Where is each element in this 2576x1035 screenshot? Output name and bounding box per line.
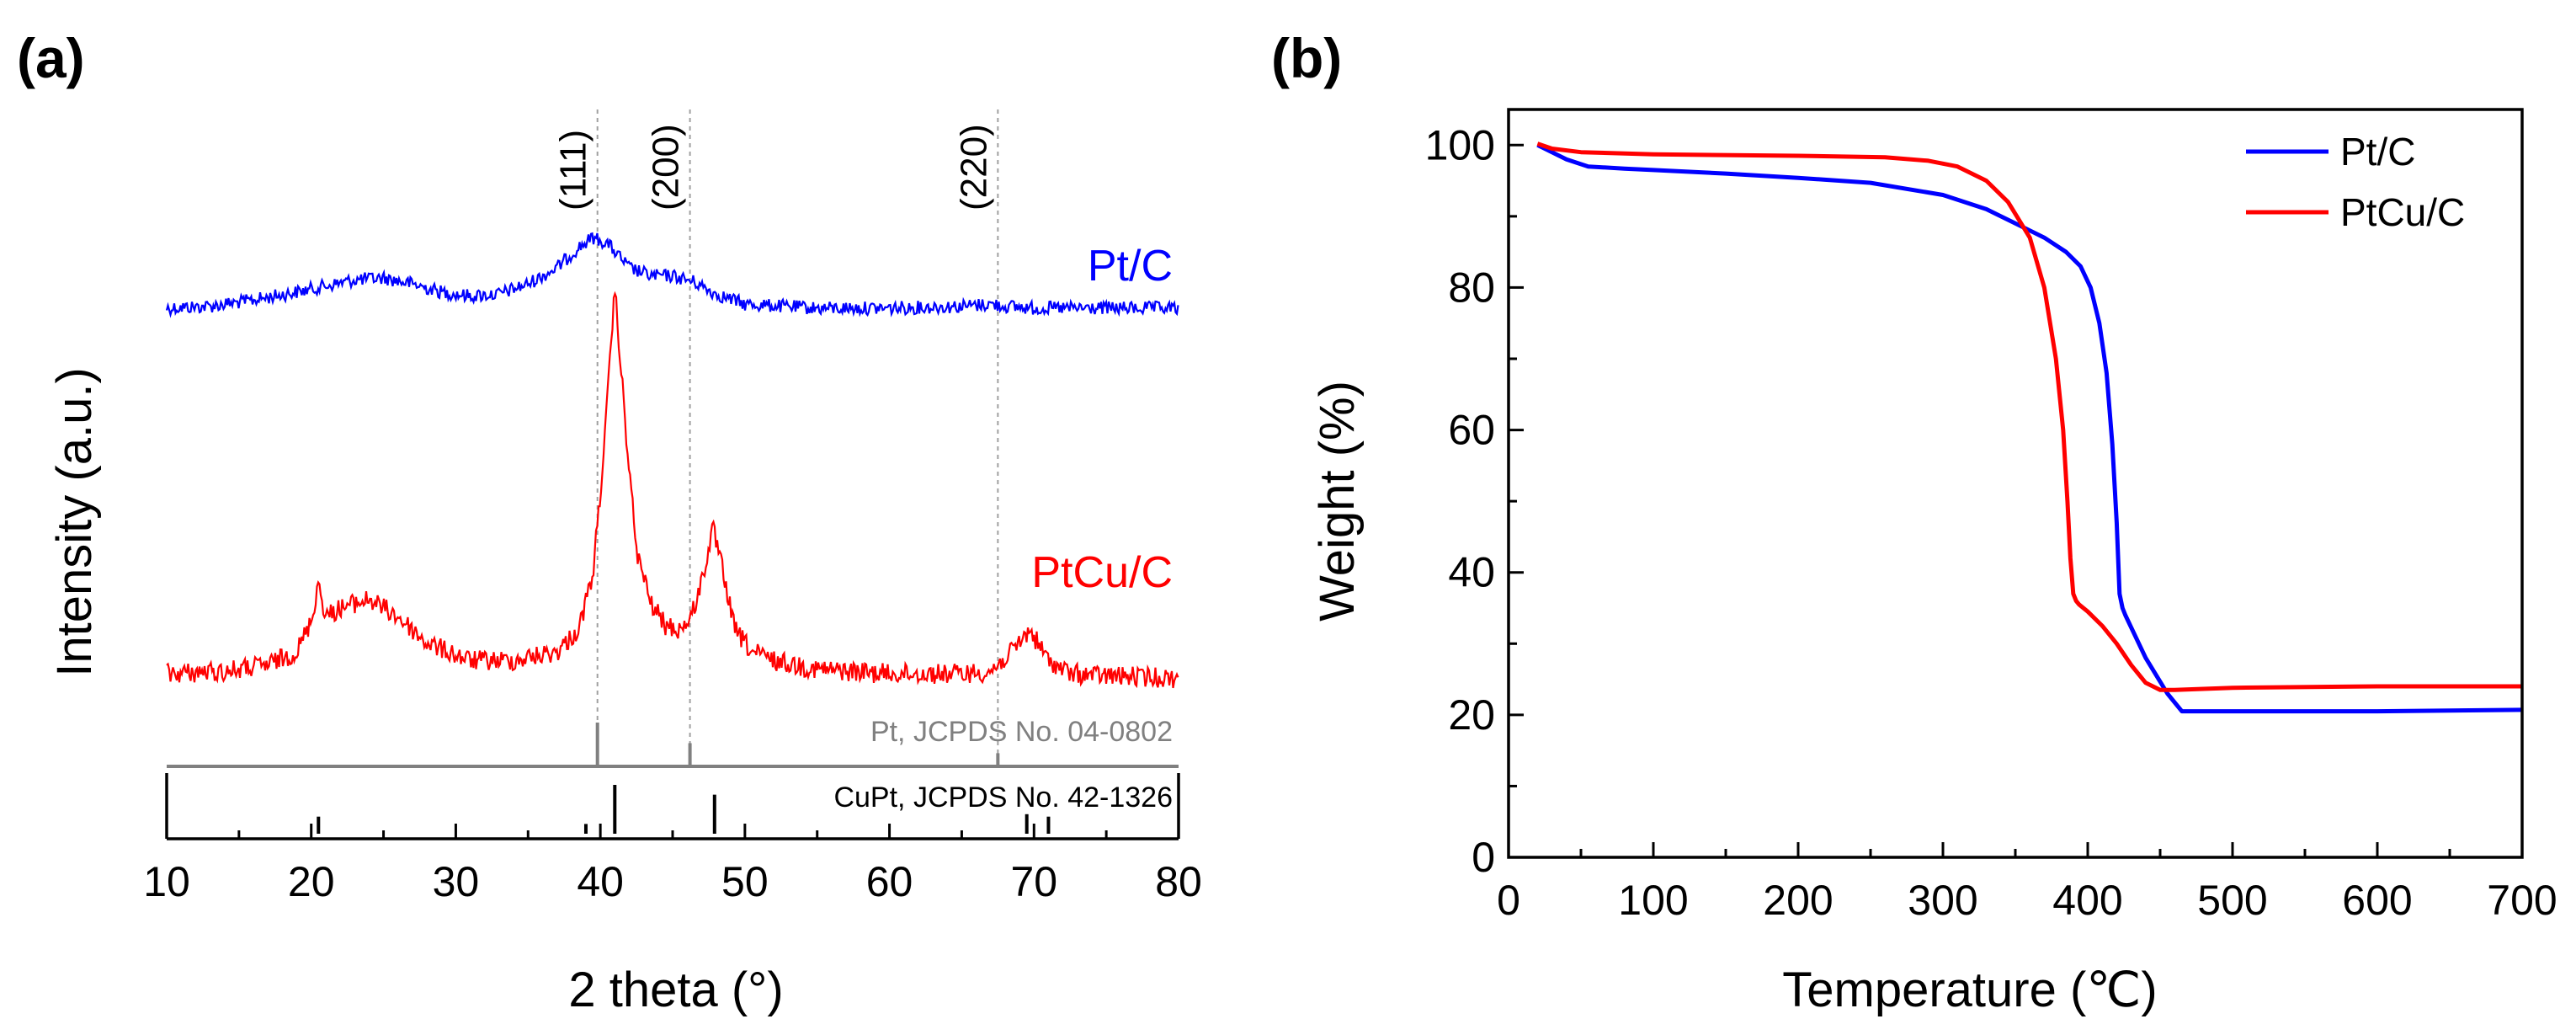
xrd-series	[165, 232, 1179, 689]
hkl-label-220: (220)	[953, 124, 994, 211]
tga-line-ptcuc	[1536, 141, 2522, 692]
panel-a-x-tick-label: 60	[866, 858, 913, 905]
panel-a-axes	[165, 773, 1180, 840]
panel-b-y-tick-label: 80	[1448, 264, 1495, 311]
series-line-ptc	[165, 232, 1179, 318]
panel-b-x-axis-title: Temperature (℃)	[1782, 963, 2157, 1017]
panel-b-x-tick-label: 700	[2487, 877, 2557, 924]
reference-patterns	[167, 723, 1179, 834]
panel-a-x-tick-label: 80	[1155, 858, 1202, 905]
panel-b-y-tick-labels: 0 20 40 60 80 100	[1425, 121, 1495, 881]
panel-a-x-axis-title: 2 theta (°)	[568, 963, 783, 1017]
panel-b-y-tick-label: 20	[1448, 691, 1495, 739]
legend-label-ptc: Pt/C	[2340, 130, 2415, 173]
panel-b-label: (b)	[1271, 27, 1342, 89]
panel-b-x-tick-label: 100	[1618, 877, 1688, 924]
panel-b-y-tick-label: 100	[1425, 121, 1495, 168]
series-label-ptc: Pt/C	[1088, 242, 1173, 291]
panel-a-x-tick-label: 40	[577, 858, 624, 905]
panel-b-y-tick-label: 0	[1472, 834, 1495, 881]
panel-a-x-tick-label: 70	[1010, 858, 1057, 905]
panel-b-y-axis-title: Weight (%)	[1310, 381, 1365, 622]
series-line-ptcuc	[166, 291, 1179, 689]
panel-b-y-tick-label: 40	[1448, 549, 1495, 596]
panel-b-x-tick-label: 200	[1763, 877, 1833, 924]
reference-label-pt: Pt, JCPDS No. 04-0802	[870, 716, 1173, 748]
panel-a-x-tick-label: 20	[288, 858, 335, 905]
legend: Pt/C PtCu/C	[2246, 130, 2465, 234]
panel-a-y-axis-title: Intensity (a.u.)	[47, 367, 102, 676]
reference-label-cupt: CuPt, JCPDS No. 42-1326	[833, 782, 1173, 814]
tga-line-ptc	[1536, 143, 2523, 714]
hkl-guide-lines	[596, 109, 999, 758]
panel-b-x-tick-labels: 0 100 200 300 400 500 600 700	[1497, 877, 2557, 924]
panel-a-x-tick-label: 10	[143, 858, 190, 905]
panel-a-x-tick-label: 50	[721, 858, 769, 905]
panel-b-x-tick-label: 500	[2197, 877, 2267, 924]
hkl-labels: (111) (200) (220)	[553, 124, 995, 211]
panel-b-y-tick-label: 60	[1448, 407, 1495, 454]
panel-b-axes	[1507, 108, 2524, 859]
panel-a-xrd: (a) (111) (200) (220) Pt/C PtCu/C Pt, JC…	[17, 27, 1202, 1017]
series-label-ptcuc: PtCu/C	[1031, 548, 1173, 597]
panel-b-x-tick-label: 400	[2052, 877, 2122, 924]
tga-series	[1536, 141, 2523, 714]
panel-a-x-tick-label: 30	[433, 858, 480, 905]
panel-b-x-tick-label: 0	[1497, 877, 1520, 924]
panel-b-tga: (b) 0 100 200 300 400 500 600 700 020406080100 …	[1271, 27, 2557, 1017]
legend-label-ptcuc: PtCu/C	[2340, 190, 2465, 234]
hkl-label-111: (111)	[553, 130, 594, 211]
panel-b-x-tick-label: 600	[2342, 877, 2412, 924]
panel-a-x-tick-labels: 10 20 30 40 50 60 70 80	[143, 858, 1202, 905]
panel-b-x-tick-label: 300	[1908, 877, 1977, 924]
panel-a-label: (a)	[17, 27, 85, 89]
hkl-label-200: (200)	[646, 124, 687, 211]
